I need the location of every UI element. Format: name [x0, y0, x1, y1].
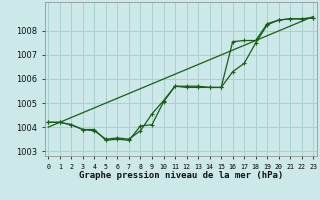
X-axis label: Graphe pression niveau de la mer (hPa): Graphe pression niveau de la mer (hPa): [79, 171, 283, 180]
